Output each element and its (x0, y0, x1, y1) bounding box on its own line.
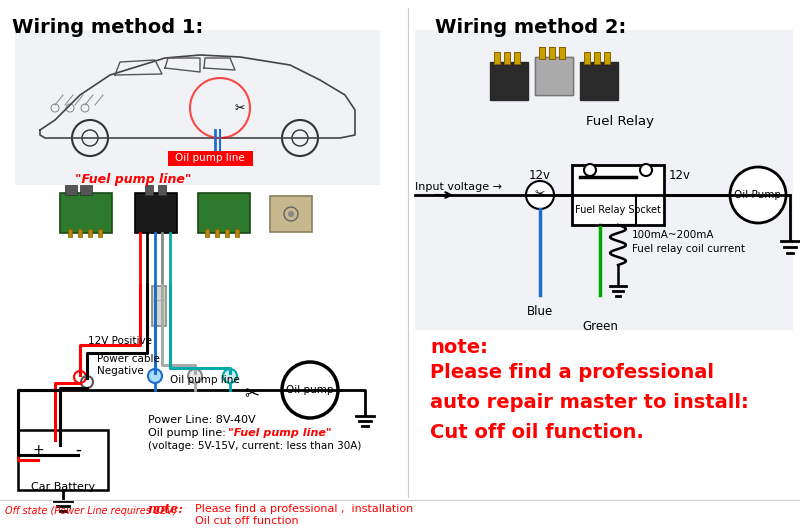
Circle shape (526, 181, 554, 209)
Bar (135, 193, 177, 233)
Text: 12v: 12v (529, 169, 551, 182)
Circle shape (223, 369, 237, 383)
Bar (158, 185, 166, 195)
Circle shape (584, 164, 596, 176)
Text: 12V Positive: 12V Positive (88, 336, 152, 346)
Bar (168, 151, 253, 166)
Bar (572, 165, 664, 225)
Text: Wiring method 2:: Wiring method 2: (435, 18, 626, 37)
Circle shape (148, 369, 162, 383)
Text: 100mA~200mA
Fuel relay coil current: 100mA~200mA Fuel relay coil current (632, 230, 745, 254)
Bar (270, 196, 312, 232)
Text: Please find a professional: Please find a professional (430, 363, 714, 382)
Text: auto repair master to install:: auto repair master to install: (430, 393, 749, 412)
Bar (594, 52, 600, 64)
Bar (78, 229, 82, 237)
Text: (voltage: 5V-15V, current: less than 30A): (voltage: 5V-15V, current: less than 30A… (148, 441, 362, 451)
Text: Off state (Power Line requires 12V): Off state (Power Line requires 12V) (5, 506, 177, 516)
Text: ✂: ✂ (534, 188, 546, 202)
Bar (80, 185, 92, 195)
Bar (504, 52, 510, 64)
Text: note:: note: (147, 503, 183, 516)
Bar (205, 229, 209, 237)
Circle shape (730, 167, 786, 223)
Text: ✂: ✂ (245, 385, 259, 403)
Text: Oil pump: Oil pump (286, 385, 334, 395)
Bar (415, 30, 793, 330)
Bar (604, 52, 610, 64)
Bar (549, 47, 555, 59)
Bar (145, 185, 153, 195)
Text: "Fuel pump line": "Fuel pump line" (228, 428, 332, 438)
Bar (60, 193, 112, 233)
Text: Oil pump line: Oil pump line (175, 153, 245, 163)
Bar (225, 229, 229, 237)
Text: 12v: 12v (669, 169, 691, 182)
Text: Blue: Blue (527, 305, 553, 318)
Text: Power cable
Negative: Power cable Negative (97, 354, 160, 376)
Text: Please find a professional ,  installation: Please find a professional , installatio… (195, 504, 414, 514)
Bar (514, 52, 520, 64)
Text: ✂: ✂ (234, 102, 246, 114)
Bar (88, 229, 92, 237)
Bar (215, 229, 219, 237)
Circle shape (640, 164, 652, 176)
Bar (580, 62, 618, 100)
Text: Wiring method 1:: Wiring method 1: (12, 18, 203, 37)
Text: Power Line: 8V-40V: Power Line: 8V-40V (148, 415, 256, 425)
Text: Oil pump line:: Oil pump line: (148, 428, 230, 438)
Text: Oil pump line: Oil pump line (170, 375, 240, 385)
Bar (549, 47, 555, 59)
Bar (15, 30, 380, 185)
Text: Input voltage →: Input voltage → (415, 182, 502, 192)
Text: "Fuel pump line": "Fuel pump line" (75, 173, 191, 186)
Bar (65, 185, 77, 195)
Bar (68, 229, 72, 237)
Text: Fuel Relay: Fuel Relay (586, 115, 654, 128)
Bar (539, 47, 545, 59)
Bar (98, 229, 102, 237)
Circle shape (288, 211, 294, 217)
Text: Fuel Relay Socket: Fuel Relay Socket (575, 205, 661, 215)
Circle shape (188, 369, 202, 383)
Text: Green: Green (582, 320, 618, 333)
Text: Oil cut off function: Oil cut off function (195, 516, 298, 526)
Text: Oil Pump: Oil Pump (734, 190, 782, 200)
Bar (490, 62, 528, 100)
Bar (535, 57, 573, 95)
Bar (559, 47, 565, 59)
Bar (235, 229, 239, 237)
Text: note:: note: (430, 338, 488, 357)
Bar (494, 52, 500, 64)
Text: -: - (75, 441, 81, 459)
Bar (198, 193, 250, 233)
Bar (559, 47, 565, 59)
Text: +: + (32, 443, 44, 457)
Text: Cut off oil function.: Cut off oil function. (430, 423, 644, 442)
Bar (539, 47, 545, 59)
Text: Car Battery: Car Battery (31, 482, 95, 492)
Bar (535, 57, 573, 95)
Bar (18, 430, 108, 490)
Bar (584, 52, 590, 64)
Bar (152, 286, 166, 326)
